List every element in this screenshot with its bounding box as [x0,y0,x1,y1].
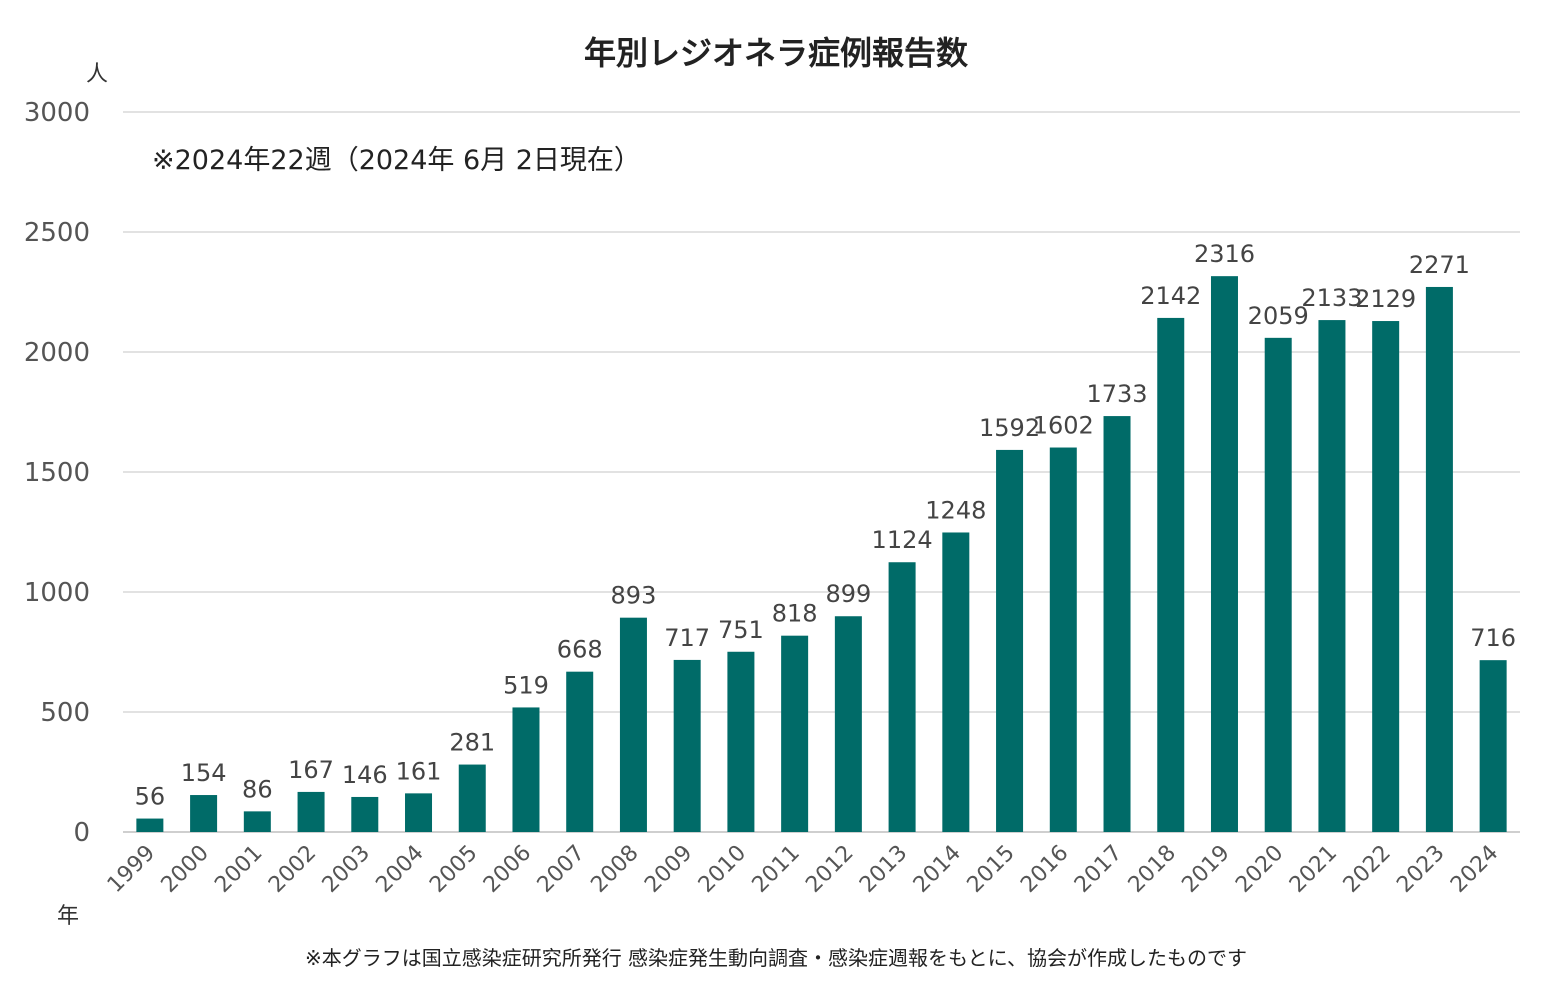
data-label: 86 [242,775,273,803]
data-label: 717 [664,624,710,652]
bar [351,796,379,832]
data-label: 2142 [1140,282,1201,310]
y-tick-label: 2000 [24,338,90,368]
x-tick-label: 2010 [694,841,751,898]
data-label: 1602 [1033,412,1094,440]
bar [1049,447,1077,832]
y-tick-label: 1500 [24,458,90,488]
data-label: 146 [342,761,388,789]
bar [297,791,325,832]
x-tick-label: 2012 [801,841,858,898]
x-tick-label: 2018 [1124,841,1181,898]
data-label: 167 [288,756,334,784]
bar [942,532,970,832]
data-label: 716 [1470,624,1516,652]
bar [243,811,271,832]
bar [136,818,164,832]
x-tick-label: 2016 [1016,841,1073,898]
data-label: 161 [396,757,442,785]
bar [1425,286,1453,833]
x-tick-label: 2009 [640,841,697,898]
x-tick-label: 2004 [371,841,428,898]
data-label: 1592 [979,414,1040,442]
bar [673,659,701,832]
x-tick-label: 2008 [586,841,643,898]
bar [781,635,809,832]
data-label: 519 [503,671,549,699]
y-tick-label: 2500 [24,218,90,248]
bar [834,616,862,832]
x-tick-label: 2024 [1446,841,1503,898]
x-tick-label: 2022 [1339,841,1396,898]
x-tick-label: 2013 [855,841,912,898]
data-label: 1248 [925,496,986,524]
y-tick-label: 3000 [24,98,90,128]
x-tick-label: 2011 [748,841,805,898]
bar [405,793,433,832]
data-label: 2059 [1248,302,1309,330]
data-label: 1733 [1086,380,1147,408]
x-tick-label: 2006 [479,841,536,898]
bar [458,764,486,832]
x-tick-label: 2003 [318,841,375,898]
data-label: 281 [449,729,495,757]
x-tick-label: 2020 [1231,841,1288,898]
data-label: 668 [557,636,603,664]
bar [1318,320,1346,832]
x-tick-label: 1999 [103,841,160,898]
bar [1264,337,1292,832]
data-label: 818 [772,600,818,628]
bar [996,449,1024,832]
bar [1103,416,1131,832]
data-label: 154 [181,759,227,787]
data-label: 2316 [1194,240,1255,268]
x-tick-label: 2023 [1392,841,1449,898]
bar [512,707,540,832]
bar [566,671,594,832]
data-label: 1124 [872,526,933,554]
data-label: 2271 [1409,251,1470,279]
chart-title: 年別レジオネラ症例報告数 [583,34,968,72]
bar [1372,321,1400,832]
x-tick-label: 2001 [210,841,267,898]
x-tick-label: 2007 [533,841,590,898]
bar [888,562,916,832]
y-tick-label: 500 [40,698,90,728]
x-tick-label: 2000 [157,841,214,898]
data-label: 2129 [1355,285,1416,313]
x-tick-label: 2019 [1177,841,1234,898]
chart-note: ※2024年22週（2024年 6月 2日現在） [152,145,641,176]
y-tick-label: 1000 [24,578,90,608]
data-label: 2133 [1301,284,1362,312]
chart-footer: ※本グラフは国立感染症研究所発行 感染症発生動向調査・感染症週報をもとに、協会が… [304,946,1248,970]
data-label: 56 [135,783,166,811]
x-tick-label: 2014 [909,841,966,898]
bar [619,617,647,832]
bar [727,651,755,832]
data-label: 751 [718,616,764,644]
y-tick-label: 0 [73,818,90,848]
y-axis-unit: 人 [86,62,109,87]
x-axis-unit: 年 [57,904,80,929]
bar [1479,660,1507,832]
data-label: 899 [825,580,871,608]
bar [1157,317,1185,832]
x-tick-label: 2017 [1070,841,1127,898]
x-tick-label: 2021 [1285,841,1342,898]
bar [1210,276,1238,832]
bar [190,795,218,832]
x-tick-label: 2015 [963,841,1020,898]
data-label: 893 [611,582,657,610]
x-tick-label: 2005 [425,841,482,898]
x-tick-label: 2002 [264,841,321,898]
